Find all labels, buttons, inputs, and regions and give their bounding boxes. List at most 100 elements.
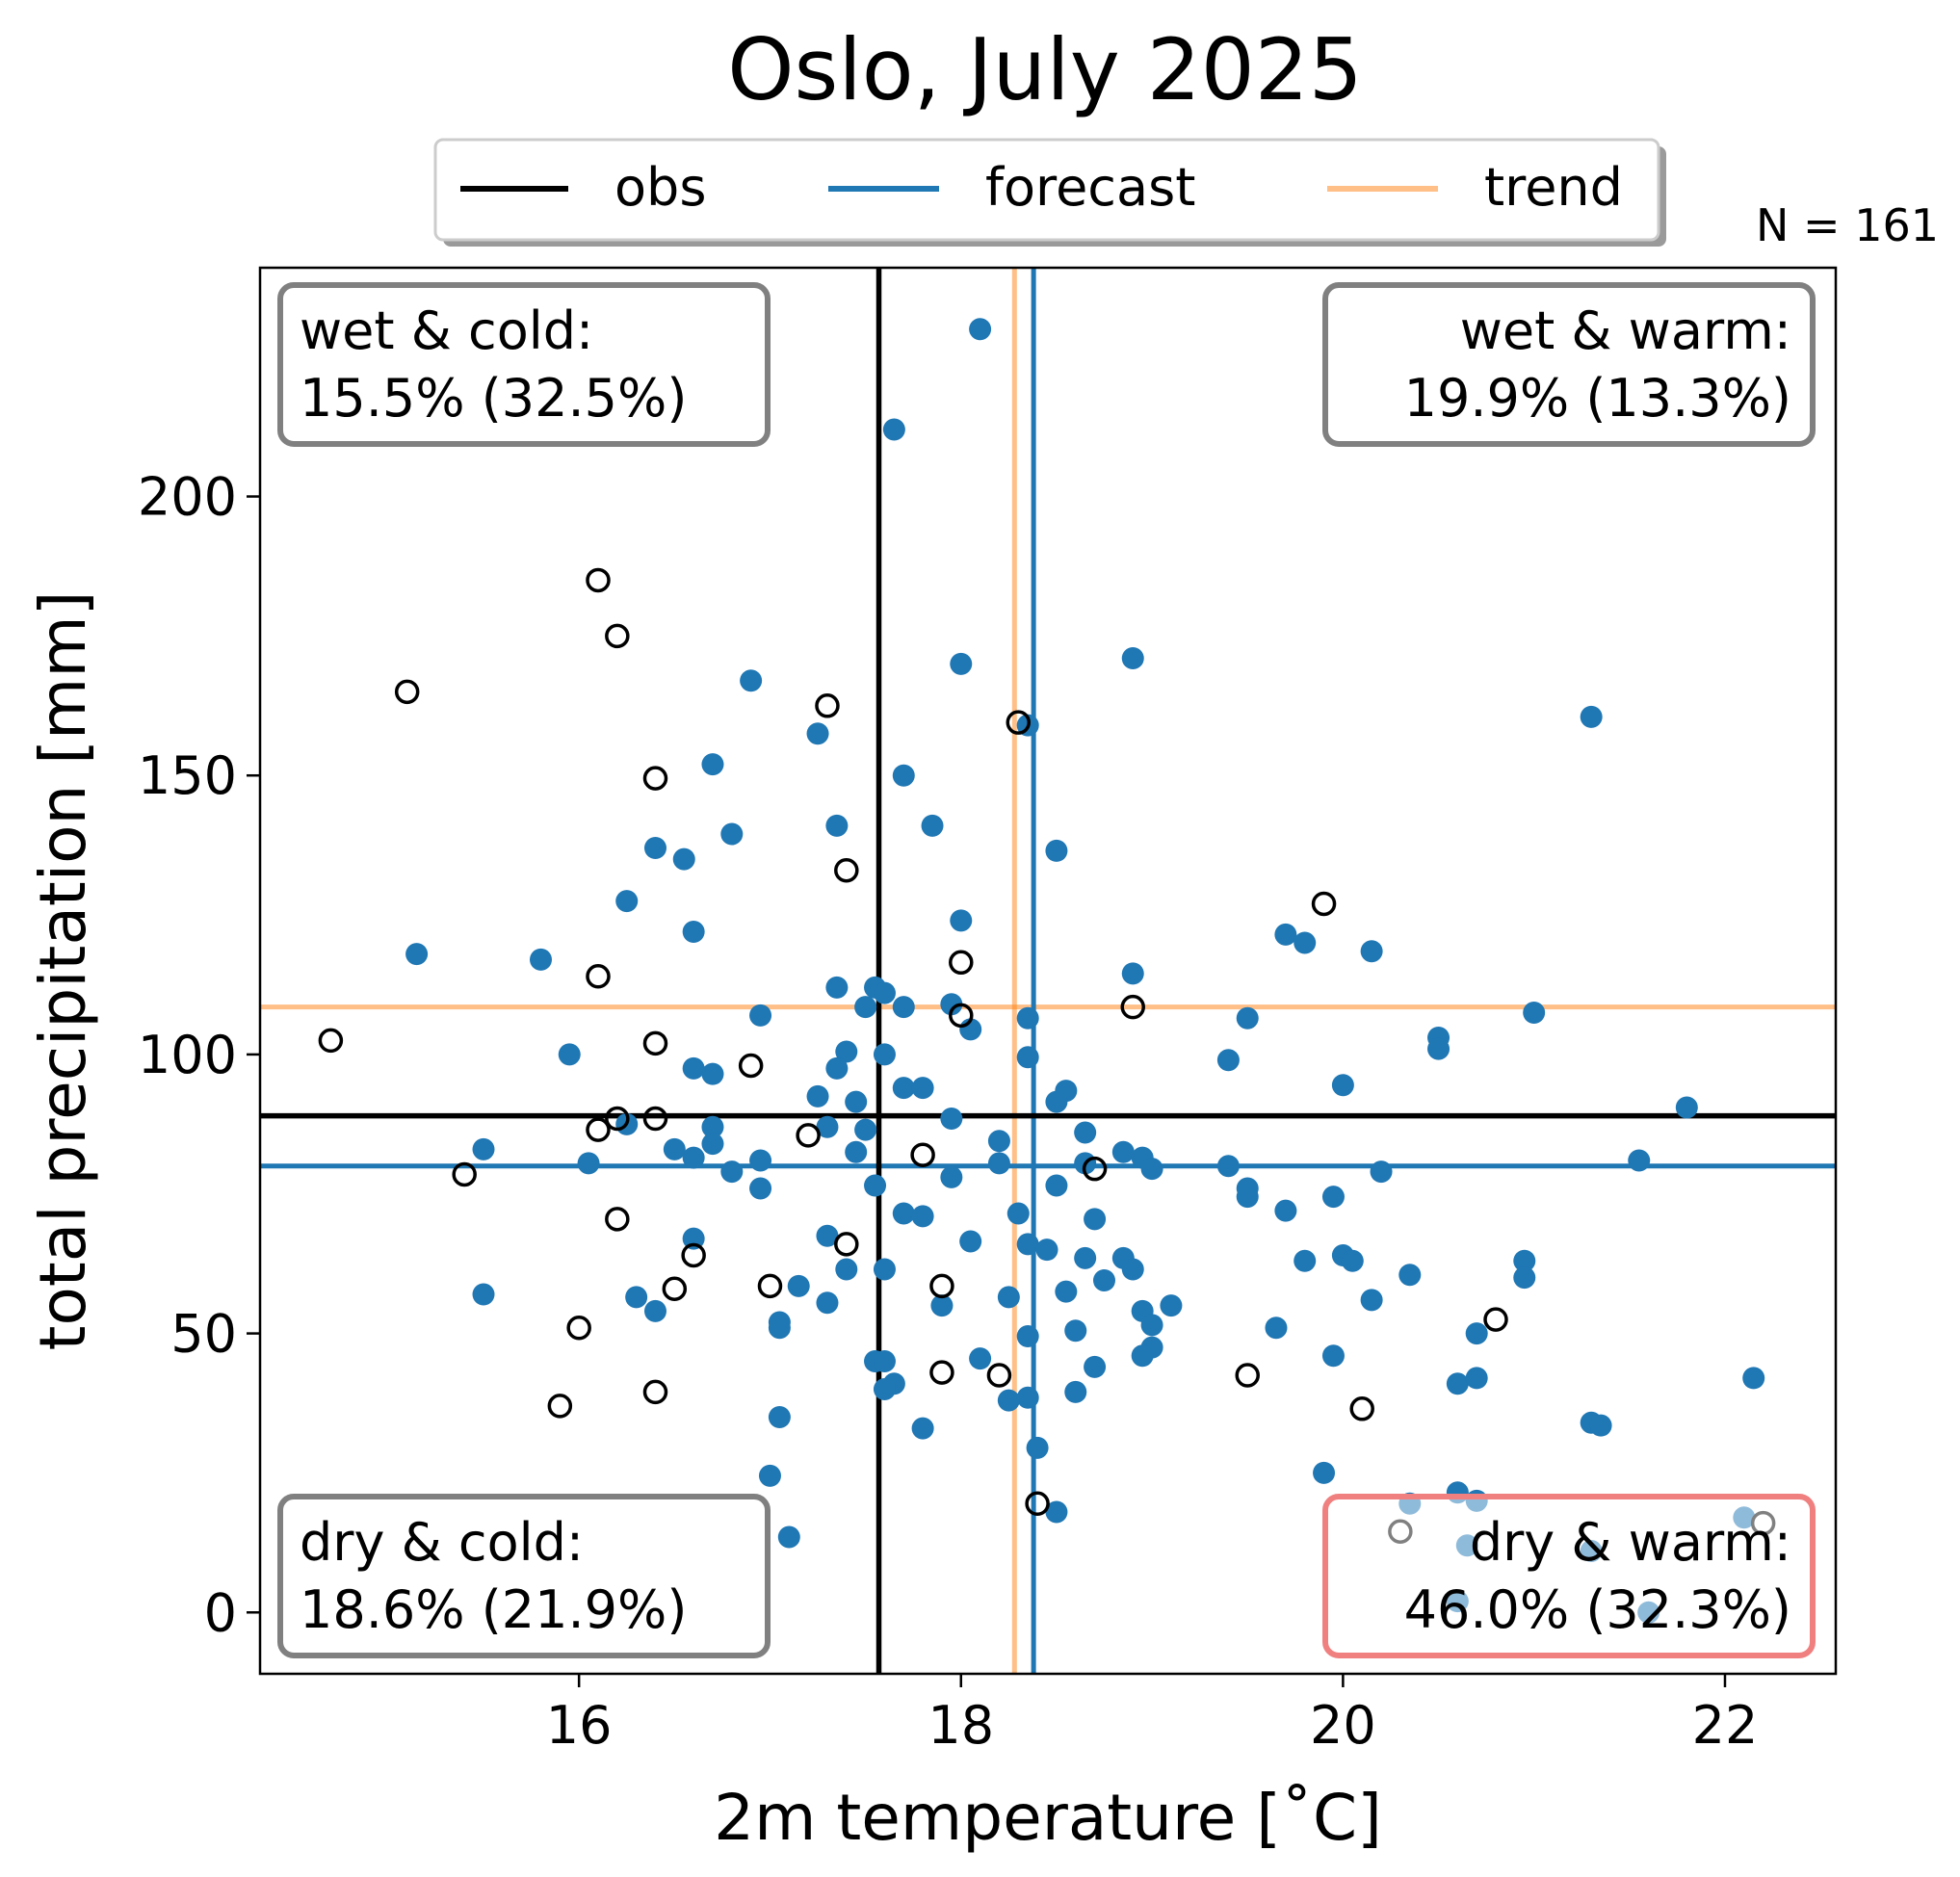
obs-point [1483,1307,1508,1332]
legend-label-trend: trend [1484,157,1623,218]
forecast-point [1274,1199,1297,1222]
legend-label-forecast: forecast [985,157,1195,218]
forecast-point [1074,1246,1097,1269]
forecast-point [969,1347,992,1370]
quadrant-label-dry-cold: dry & cold: [300,1512,584,1573]
forecast-point [1121,962,1144,985]
forecast-point [1523,1001,1546,1024]
forecast-point [950,909,973,932]
forecast-point [816,1115,839,1138]
forecast-point [625,1286,648,1309]
forecast-point [530,948,553,971]
forecast-point [1121,647,1144,670]
forecast-point [1321,1186,1345,1209]
forecast-point [940,1165,963,1188]
forecast-point [806,1084,829,1108]
forecast-point [1360,1289,1383,1312]
forecast-point [777,1525,800,1549]
quadrant-wet-cold: wet & cold: 15.5% (32.5%) [277,282,771,447]
obs-point [394,679,420,705]
forecast-point [701,1062,724,1085]
forecast-point [1513,1249,1536,1272]
forecast-point [1016,1006,1039,1030]
chart-title: Oslo, July 2025 [727,20,1363,119]
obs-point [986,1363,1012,1388]
forecast-point [873,1350,896,1373]
quadrant-box-dry-warm [1322,1494,1816,1658]
forecast-point [672,847,695,871]
forecast-point [816,1291,839,1315]
forecast-point [845,1140,868,1163]
forecast-point [892,1077,915,1100]
forecast-point [1016,1046,1039,1069]
forecast-point [1580,705,1603,728]
obs-point [547,1394,573,1419]
obs-point [642,1106,668,1132]
forecast-point [911,1077,934,1100]
forecast-point [558,1043,581,1066]
obs-point [1120,994,1145,1020]
forecast-point [1131,1344,1154,1368]
obs-point [566,1316,591,1341]
y-axis-label: total precipitation [mm] [26,591,100,1351]
forecast-point [1216,1155,1240,1178]
forecast-point [1016,1386,1039,1409]
forecast-point [1055,1280,1078,1303]
forecast-point [1265,1317,1288,1340]
x-axis: 16 18 20 22 [546,1674,1758,1756]
forecast-point [1274,923,1297,946]
obs-point [586,964,611,989]
obs-point [1235,1363,1260,1388]
forecast-point [740,669,763,692]
forecast-point [1026,1436,1049,1459]
forecast-point [1045,839,1068,862]
forecast-point [1045,1090,1068,1113]
forecast-point [864,1174,887,1197]
obs-point [1025,1491,1050,1517]
forecast-point [1111,1140,1135,1163]
obs-point [642,766,668,791]
forecast-point [405,943,429,966]
forecast-point [940,1108,963,1131]
obs-point [834,857,859,883]
forecast-point [1370,1160,1393,1184]
obs-point [1349,1396,1374,1421]
obs-point [949,950,974,976]
obs-point [605,1207,630,1232]
forecast-point [997,1286,1020,1309]
plot-area [260,268,1836,1674]
forecast-point [825,1056,849,1080]
forecast-point [768,1405,791,1428]
forecast-point [720,822,744,846]
x-tick-label: 16 [546,1695,613,1756]
forecast-point [854,1118,877,1141]
obs-point [910,1142,935,1167]
quadrant-box-wet-warm [1322,282,1816,447]
y-tick-label: 150 [138,745,237,806]
forecast-point [1140,1158,1163,1181]
forecast-point [1084,1208,1107,1231]
forecast-point [643,1299,666,1322]
obs-point [642,1379,668,1405]
forecast-point [806,722,829,745]
forecast-point [1313,1461,1336,1484]
forecast-point [1589,1414,1612,1437]
forecast-point [1045,1500,1068,1524]
obs-point [796,1123,821,1148]
forecast-point [1084,1355,1107,1378]
obs-point [1311,891,1337,917]
y-tick-label: 50 [170,1304,237,1365]
forecast-point [1294,1249,1317,1272]
quadrant-wet-warm: wet & warm: 19.9% (13.3%) [1322,282,1816,447]
forecast-point [1331,1074,1354,1097]
forecast-point [873,1043,896,1066]
forecast-point [682,1146,705,1169]
data-points [318,318,1776,1624]
forecast-point [1064,1380,1087,1403]
forecast-point [892,996,915,1019]
obs-point [586,1117,611,1142]
obs-point [662,1276,688,1301]
obs-point [929,1273,954,1299]
forecast-point [911,1417,934,1440]
legend: obs forecast trend [433,138,1666,247]
